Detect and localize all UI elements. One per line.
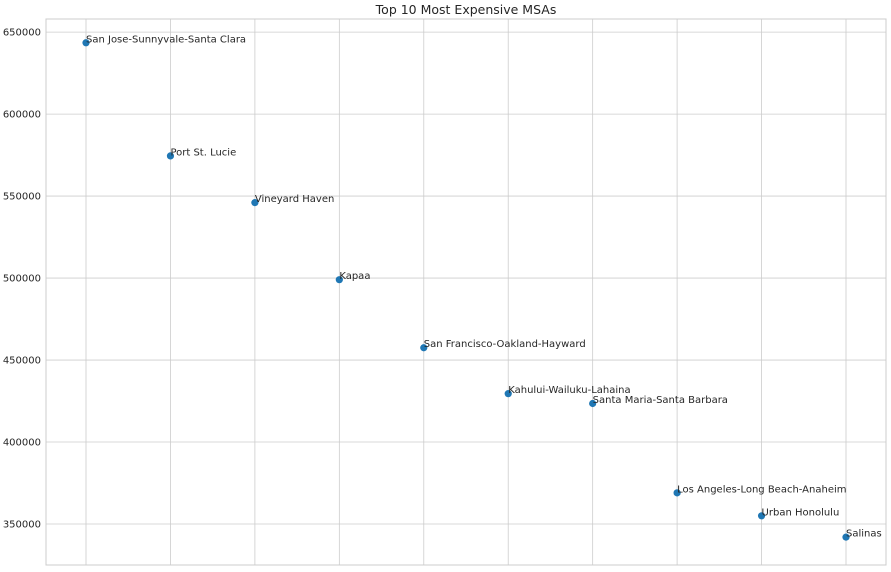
point-label: Port St. Lucie bbox=[170, 147, 236, 158]
y-tick-label: 650000 bbox=[3, 28, 41, 39]
point-label: San Jose-Sunnyvale-Santa Clara bbox=[86, 34, 246, 45]
data-point bbox=[251, 199, 259, 207]
point-label: Kapaa bbox=[339, 271, 370, 282]
point-label: San Francisco-Oakland-Hayward bbox=[424, 339, 586, 350]
data-point bbox=[589, 399, 597, 408]
y-tick-label: 400000 bbox=[3, 438, 41, 449]
data-point bbox=[166, 152, 175, 160]
plot-frame bbox=[45, 18, 887, 566]
y-tick-label: 600000 bbox=[3, 110, 41, 121]
data-point bbox=[673, 489, 681, 497]
point-label: Los Angeles-Long Beach-Anaheim bbox=[677, 484, 846, 495]
data-point bbox=[757, 512, 766, 520]
grid-layer bbox=[46, 19, 886, 565]
point-label: Santa Maria-Santa Barbara bbox=[593, 395, 728, 406]
data-point bbox=[82, 39, 90, 47]
y-tick-label: 500000 bbox=[3, 274, 41, 285]
y-tick-label: 550000 bbox=[3, 192, 41, 203]
data-point bbox=[420, 344, 428, 352]
y-tick-label: 350000 bbox=[3, 520, 41, 531]
point-label: Kahului-Wailuku-Lahaina bbox=[508, 385, 630, 396]
y-tick-label: 450000 bbox=[3, 356, 41, 367]
data-points bbox=[82, 39, 850, 541]
point-label: Urban Honolulu bbox=[762, 507, 840, 518]
point-label: Vineyard Haven bbox=[255, 194, 334, 205]
data-point bbox=[842, 533, 850, 541]
point-labels: San Jose-Sunnyvale-Santa Clara Port St. L… bbox=[86, 34, 882, 539]
data-point bbox=[335, 276, 343, 284]
point-label: Salinas bbox=[846, 529, 882, 540]
y-axis: 350000 400000 450000 500000 550000 600000 6500… bbox=[3, 28, 41, 531]
data-point bbox=[504, 390, 512, 398]
chart-title: Top 10 Most Expensive MSAs bbox=[375, 2, 557, 17]
